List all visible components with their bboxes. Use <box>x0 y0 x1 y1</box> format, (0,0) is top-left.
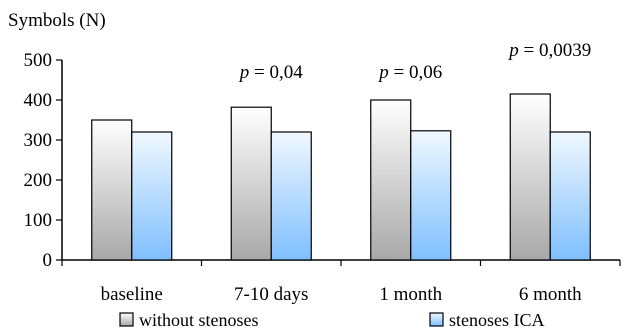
x-category-label: baseline <box>101 284 163 305</box>
bar-without-stenoses-2 <box>370 99 412 261</box>
bar-without-stenoses-3 <box>509 93 551 261</box>
p-value-annotation: p = 0,04 <box>238 62 303 83</box>
x-category-label: 7-10 days <box>234 284 308 305</box>
bar-stenoses-ica-0 <box>131 131 173 261</box>
p-value-annotation: p = 0,0039 <box>507 40 591 61</box>
p-value-annotation: p = 0,06 <box>377 62 442 83</box>
bar-stenoses-ica-1 <box>270 131 312 261</box>
y-tick-label: 300 <box>24 130 53 151</box>
y-axis-label: Symbols (N) <box>8 10 106 31</box>
y-tick-label: 500 <box>24 50 53 71</box>
y-tick-label: 400 <box>24 90 53 111</box>
y-tick-label: 0 <box>43 250 53 271</box>
y-tick-label: 200 <box>24 170 53 191</box>
legend-swatch-stenoses-ica <box>429 312 444 327</box>
legend-label: stenoses ICA <box>449 310 545 330</box>
bar-stenoses-ica-3 <box>549 131 591 261</box>
x-category-label: 6 month <box>519 284 582 305</box>
legend-swatch-without-stenoses <box>119 312 134 327</box>
bar-stenoses-ica-2 <box>410 130 452 261</box>
legend-label: without stenoses <box>139 310 259 330</box>
legend: without stenoses stenoses ICA <box>119 310 545 330</box>
bar-without-stenoses-1 <box>230 106 272 261</box>
bar-without-stenoses-0 <box>91 119 133 261</box>
x-category-label: 1 month <box>379 284 442 305</box>
plot-area: 0 100 200 300 400 500 baseline 7-10 days 1 month… <box>24 40 621 305</box>
y-tick-label: 100 <box>24 210 53 231</box>
